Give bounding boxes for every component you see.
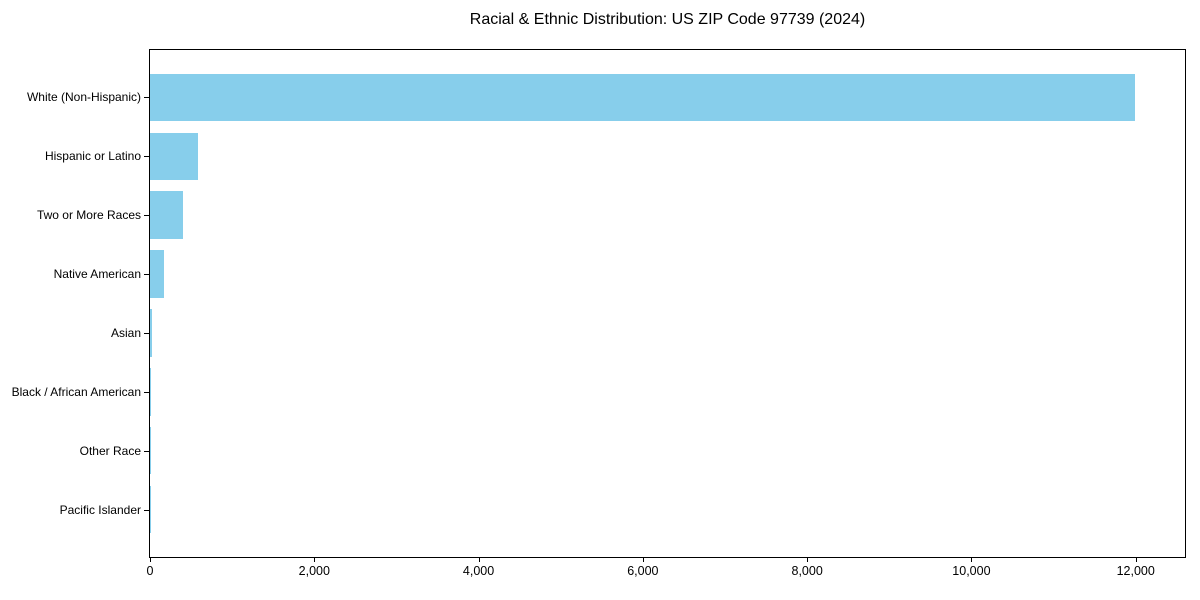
x-tick-label: 6,000 <box>627 564 659 578</box>
x-tick-mark <box>807 557 809 562</box>
y-tick-mark <box>144 215 149 217</box>
y-tick-mark <box>144 332 149 334</box>
x-tick-label: 2,000 <box>298 564 330 578</box>
bar <box>150 250 164 298</box>
y-tick-label: Black / African American <box>11 384 141 399</box>
y-tick-mark <box>144 274 149 276</box>
y-tick-label: Two or More Races <box>36 208 141 223</box>
plot-area <box>149 49 1186 558</box>
y-tick-label: Hispanic or Latino <box>44 149 141 164</box>
chart-title: Racial & Ethnic Distribution: US ZIP Cod… <box>469 11 866 28</box>
bar <box>150 309 153 357</box>
x-tick-mark <box>642 557 644 562</box>
y-tick-label: Pacific Islander <box>59 502 141 517</box>
bar <box>150 427 151 475</box>
x-tick-mark <box>314 557 316 562</box>
x-tick-label: 10,000 <box>952 564 991 578</box>
y-tick-mark <box>144 450 149 452</box>
x-tick-label: 0 <box>146 564 154 578</box>
bar <box>150 191 184 239</box>
y-tick-mark <box>144 97 149 99</box>
y-tick-label: White (Non-Hispanic) <box>26 90 141 105</box>
y-tick-label: Other Race <box>79 443 141 458</box>
x-tick-mark <box>971 557 973 562</box>
bar <box>150 73 1135 121</box>
y-tick-mark <box>144 156 149 158</box>
y-tick-label: Asian <box>110 325 141 340</box>
bar <box>150 368 151 416</box>
y-tick-label: Native American <box>53 267 141 282</box>
y-tick-mark <box>144 509 149 511</box>
x-tick-label: 4,000 <box>462 564 495 578</box>
x-tick-mark <box>150 557 151 562</box>
x-tick-mark <box>478 557 480 562</box>
y-tick-mark <box>144 391 149 393</box>
bar <box>150 132 198 180</box>
x-tick-mark <box>1135 557 1137 562</box>
x-tick-label: 8,000 <box>791 564 823 578</box>
x-tick-label: 12,000 <box>1116 564 1155 578</box>
